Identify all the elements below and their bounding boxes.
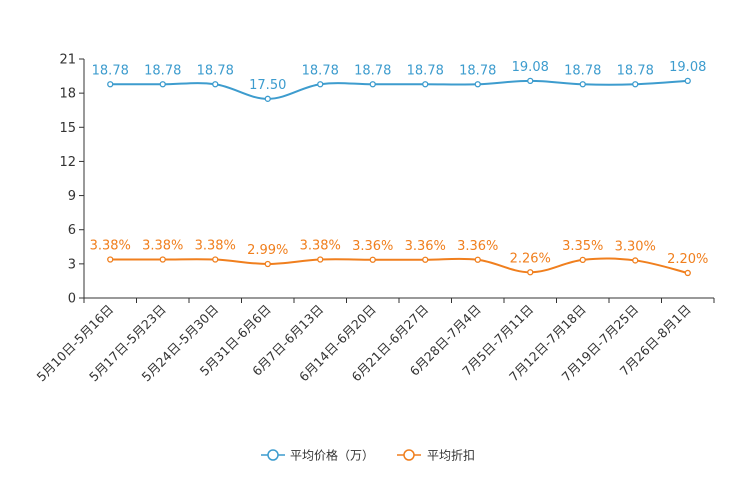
data-label-price: 18.78 — [302, 63, 339, 78]
data-point-discount — [527, 269, 534, 276]
data-label-discount: 2.99% — [247, 243, 288, 258]
data-label-price: 18.78 — [617, 63, 654, 78]
y-tick-label: 12 — [59, 155, 76, 170]
data-label-discount: 3.38% — [195, 239, 236, 254]
data-label-discount: 3.36% — [405, 239, 446, 254]
data-point-discount — [422, 256, 429, 263]
data-point-price — [579, 81, 586, 88]
data-point-discount — [159, 256, 166, 263]
data-point-discount — [264, 260, 271, 268]
data-label-discount: 2.20% — [667, 252, 708, 267]
data-label-price: 17.50 — [249, 78, 286, 93]
data-point-price — [264, 95, 271, 102]
legend-item-price[interactable]: 平均价格（万） — [261, 448, 374, 463]
y-tick-label: 6 — [68, 223, 76, 238]
data-point-discount — [317, 256, 324, 263]
data-point-discount — [212, 256, 219, 263]
data-point-price — [107, 81, 114, 88]
data-point-discount — [369, 256, 376, 263]
data-point-price — [527, 77, 534, 85]
series-layer: 18.78 18.78 18.78 17.50 18.78 18.78 18.78 18.78… — [90, 60, 708, 277]
data-point-price — [317, 81, 324, 88]
data-label-price: 18.78 — [144, 63, 181, 78]
series-line-price — [110, 79, 688, 100]
data-label-discount: 3.38% — [300, 239, 341, 254]
data-label-price: 19.08 — [512, 60, 549, 75]
data-label-discount: 3.38% — [142, 239, 183, 254]
data-label-price: 18.78 — [459, 63, 496, 78]
data-label-price: 18.78 — [407, 63, 444, 78]
data-point-price — [159, 81, 166, 88]
data-label-discount: 3.30% — [615, 239, 656, 254]
series-line-discount — [110, 257, 688, 274]
series-discount: 3.38% 3.38% 3.38% 2.99% 3.38% 3.36% 3.36% 3.36%… — [90, 239, 708, 277]
data-point-discount — [107, 256, 114, 263]
data-label-discount: 3.35% — [562, 239, 603, 254]
data-label-price: 19.08 — [669, 60, 706, 75]
y-tick-label: 15 — [59, 121, 76, 136]
data-point-discount — [684, 269, 691, 277]
data-point-discount — [474, 256, 481, 263]
y-tick-label: 18 — [59, 87, 76, 102]
data-point-price — [632, 81, 639, 88]
data-label-price: 18.78 — [354, 63, 391, 78]
y-tick-label: 3 — [68, 257, 76, 272]
data-point-price — [212, 81, 219, 88]
y-tick-label: 0 — [68, 292, 76, 307]
data-label-discount: 2.26% — [510, 251, 551, 266]
data-label-discount: 3.36% — [352, 239, 393, 254]
legend[interactable]: 平均价格（万） 平均折扣 — [261, 448, 475, 463]
data-point-price — [474, 81, 481, 88]
data-point-discount — [632, 257, 639, 264]
y-tick-label: 9 — [68, 189, 76, 204]
data-label-discount: 3.38% — [90, 239, 131, 254]
data-point-price — [684, 77, 691, 85]
data-point-price — [422, 81, 429, 88]
axes: 0369121518215月10日-5月16日5月17日-5月23日5月24日-… — [33, 53, 715, 384]
data-label-price: 18.78 — [197, 63, 234, 78]
legend-label-discount: 平均折扣 — [427, 448, 475, 463]
data-point-price — [369, 81, 376, 88]
legend-item-discount[interactable]: 平均折扣 — [397, 448, 475, 463]
data-label-discount: 3.36% — [457, 239, 498, 254]
legend-label-price: 平均价格（万） — [290, 448, 374, 463]
data-point-discount — [579, 256, 586, 264]
data-label-price: 18.78 — [564, 63, 601, 78]
y-tick-label: 21 — [59, 53, 76, 68]
series-price: 18.78 18.78 18.78 17.50 18.78 18.78 18.78 18.78… — [92, 60, 706, 102]
data-label-price: 18.78 — [92, 63, 129, 78]
